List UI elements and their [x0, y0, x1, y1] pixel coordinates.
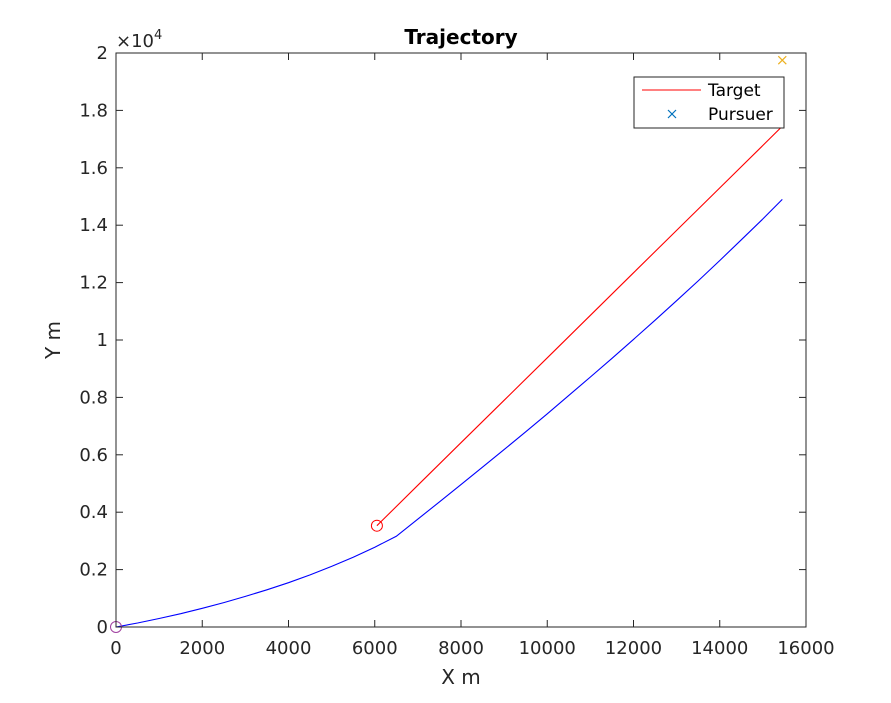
- x-tick-label: 6000: [352, 638, 398, 659]
- series-line-target: [376, 125, 783, 527]
- x-axis-label: X m: [441, 665, 481, 689]
- x-tick-label: 16000: [777, 638, 834, 659]
- marker-cross-2: [777, 55, 787, 65]
- legend-box: [633, 76, 785, 129]
- y-axis-exponent-power: 4: [154, 28, 162, 43]
- x-tick-label: 10000: [519, 638, 576, 659]
- y-tick-label: 0.4: [79, 502, 108, 523]
- marker-circle-0: [370, 519, 383, 532]
- legend-label: Pursuer: [708, 105, 773, 125]
- plot-background: [116, 53, 806, 627]
- x-tick-label: 0: [110, 638, 121, 659]
- x-tick-label: 14000: [691, 638, 748, 659]
- x-tick-label: 2000: [179, 638, 225, 659]
- series-line-pursuer: [115, 199, 783, 628]
- legend-label: Target: [707, 81, 761, 101]
- y-tick-label: 1.2: [79, 273, 108, 294]
- y-tick-label: 1: [97, 330, 108, 351]
- x-tick-label: 4000: [266, 638, 312, 659]
- y-tick-label: 0.8: [79, 387, 108, 408]
- y-tick-label: 1.6: [79, 158, 108, 179]
- axes: 0 2000 4000 6000 8000 10000 12000 14000 16000 0 0.…: [79, 43, 834, 659]
- legend: Target Pursuer: [633, 76, 785, 129]
- y-axis-exponent: ×104: [116, 28, 162, 52]
- plot-area: [110, 53, 806, 633]
- y-axis-label: Y m: [41, 321, 65, 360]
- y-tick-label: 1.4: [79, 215, 108, 236]
- chart-title: Trajectory: [404, 25, 517, 49]
- y-tick-label: 1.8: [79, 100, 108, 121]
- y-tick-label: 0.6: [79, 445, 108, 466]
- x-tick-label: 12000: [605, 638, 662, 659]
- y-tick-label: 2: [97, 43, 108, 64]
- x-tick-label: 8000: [438, 638, 484, 659]
- y-axis-exponent-base: ×10: [116, 31, 154, 52]
- y-tick-label: 0.2: [79, 560, 108, 581]
- y-tick-label: 0: [97, 617, 108, 638]
- legend-swatch-cross: [667, 109, 677, 119]
